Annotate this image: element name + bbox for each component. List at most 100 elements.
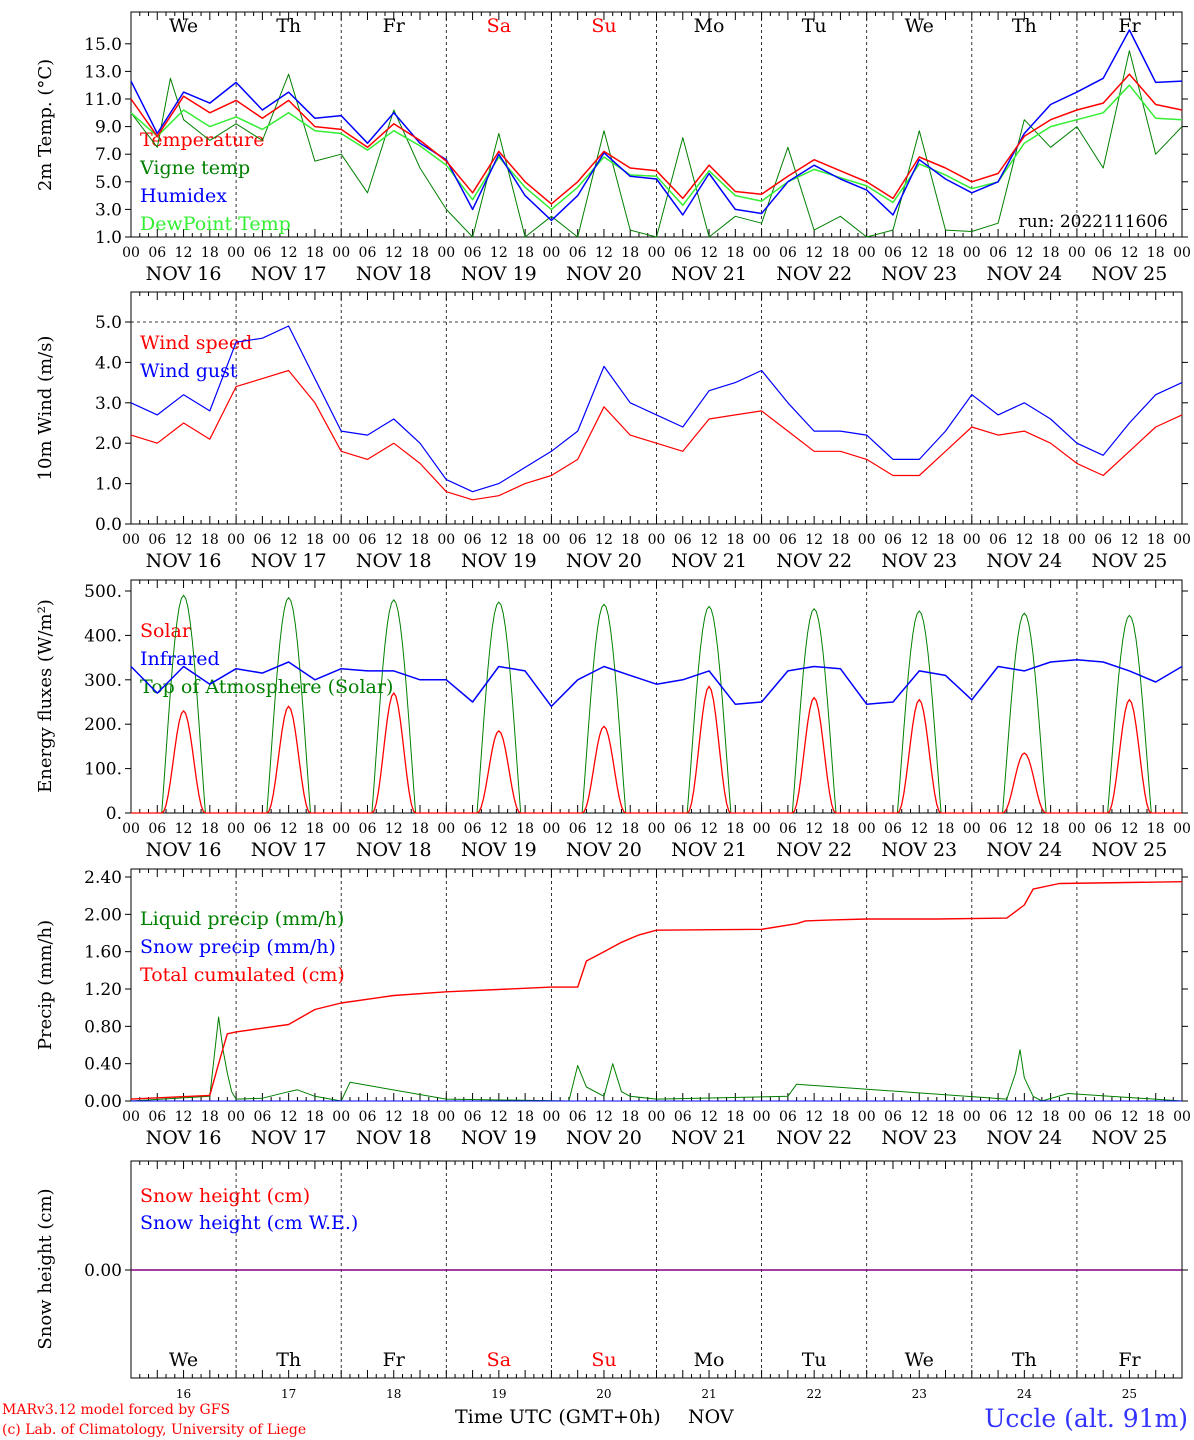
day-name-label: We <box>905 1349 934 1371</box>
wind-hour-tick-label: 06 <box>989 532 1007 548</box>
snow-day-number-label: 18 <box>386 1387 401 1401</box>
day-name-label: Th <box>1012 1349 1037 1371</box>
run-label: run: 2022111606 <box>1019 212 1168 232</box>
station-label: Uccle (alt. 91m) <box>984 1404 1188 1433</box>
temperature-hour-tick-label: 18 <box>832 245 850 261</box>
snow-day-number-label: 23 <box>912 1387 927 1401</box>
precip-hour-tick-label: 06 <box>569 1109 587 1125</box>
wind-hour-tick-label: 00 <box>753 532 771 548</box>
energy-hour-tick-label: 12 <box>595 821 613 837</box>
snow-day-number-label: 17 <box>281 1387 296 1401</box>
energy-hour-tick-label: 18 <box>726 821 744 837</box>
wind-hour-tick-label: 00 <box>963 532 981 548</box>
wind-y-tick-label: 4.0 <box>95 353 122 373</box>
day-name-label: Tu <box>802 1349 827 1371</box>
precip-hour-tick-label: 00 <box>648 1109 666 1125</box>
temperature-date-label: NOV 18 <box>356 263 432 285</box>
temperature-date-label: NOV 20 <box>566 263 642 285</box>
day-name-label: Fr <box>383 15 406 37</box>
energy-hour-tick-label: 06 <box>674 821 692 837</box>
temperature-date-label: NOV 16 <box>146 263 222 285</box>
wind-y-axis-label: 10m Wind (m/s) <box>35 336 56 481</box>
temperature-hour-tick-label: 06 <box>464 245 482 261</box>
snow-day-number-label: 25 <box>1122 1387 1137 1401</box>
day-name-label: Sa <box>487 15 511 37</box>
temperature-hour-tick-label: 06 <box>779 245 797 261</box>
temperature-hour-tick-label: 18 <box>726 245 744 261</box>
energy-date-label: NOV 21 <box>671 839 747 861</box>
day-name-label: Fr <box>1118 1349 1141 1371</box>
energy-hour-tick-label: 18 <box>832 821 850 837</box>
wind-hour-tick-label: 18 <box>411 532 429 548</box>
energy-hour-tick-label: 00 <box>1173 821 1191 837</box>
energy-date-label: NOV 24 <box>986 839 1062 861</box>
snow-y-axis-label: Snow height (cm) <box>35 1188 56 1349</box>
wind-y-tick-label: 2.0 <box>95 434 122 454</box>
temperature-hour-tick-label: 12 <box>1015 245 1033 261</box>
wind-y-tick-label: 0.0 <box>95 515 122 535</box>
temperature-hour-tick-label: 00 <box>963 245 981 261</box>
snow-y-tick-label: 0.00 <box>84 1261 122 1281</box>
temperature-hour-tick-label: 18 <box>411 245 429 261</box>
wind-hour-tick-label: 12 <box>1121 532 1139 548</box>
precip-series-total-cumulated-cm- <box>130 881 1183 1100</box>
temperature-hour-tick-label: 00 <box>227 245 245 261</box>
energy-legend-1: Infrared <box>140 648 220 670</box>
energy-hour-tick-label: 12 <box>490 821 508 837</box>
energy-y-axis-label: Energy fluxes (W/m²) <box>35 599 56 793</box>
temperature-date-label: NOV 17 <box>251 263 327 285</box>
energy-hour-tick-label: 18 <box>621 821 639 837</box>
wind-hour-tick-label: 00 <box>542 532 560 548</box>
wind-hour-tick-label: 06 <box>674 532 692 548</box>
wind-y-tick-label: 5.0 <box>95 313 122 333</box>
energy-hour-tick-label: 06 <box>989 821 1007 837</box>
wind-hour-tick-label: 18 <box>201 532 219 548</box>
temperature-date-label: NOV 24 <box>986 263 1062 285</box>
energy-y-tick-label: 100. <box>84 760 122 780</box>
temperature-hour-tick-label: 12 <box>700 245 718 261</box>
energy-hour-tick-label: 18 <box>1147 821 1165 837</box>
wind-hour-tick-label: 06 <box>569 532 587 548</box>
temperature-y-tick-label: 15.0 <box>84 35 122 55</box>
precip-hour-tick-label: 12 <box>175 1109 193 1125</box>
wind-series-wind-gust <box>130 325 1183 493</box>
precip-date-label: NOV 17 <box>251 1127 327 1149</box>
wind-hour-tick-label: 06 <box>253 532 271 548</box>
wind-date-label: NOV 24 <box>986 550 1062 572</box>
precip-hour-tick-label: 12 <box>490 1109 508 1125</box>
energy-hour-tick-label: 06 <box>359 821 377 837</box>
temperature-y-tick-label: 9.0 <box>95 118 122 138</box>
day-name-label: Fr <box>383 1349 406 1371</box>
snow-day-number-label: 24 <box>1017 1387 1033 1401</box>
temperature-hour-tick-label: 06 <box>253 245 271 261</box>
precip-date-label: NOV 24 <box>986 1127 1062 1149</box>
temperature-hour-tick-label: 12 <box>805 245 823 261</box>
precip-y-tick-label: 0.00 <box>84 1092 122 1112</box>
energy-y-tick-label: 0. <box>106 804 122 824</box>
wind-hour-tick-label: 18 <box>726 532 744 548</box>
temperature-date-label: NOV 23 <box>881 263 957 285</box>
precip-date-label: NOV 25 <box>1092 1127 1168 1149</box>
precip-hour-tick-label: 00 <box>437 1109 455 1125</box>
wind-hour-tick-label: 12 <box>280 532 298 548</box>
precip-hour-tick-label: 18 <box>201 1109 219 1125</box>
energy-hour-tick-label: 00 <box>542 821 560 837</box>
day-name-label: Th <box>1012 15 1037 37</box>
energy-hour-tick-label: 18 <box>201 821 219 837</box>
temperature-hour-tick-label: 00 <box>437 245 455 261</box>
day-name-label: Fr <box>1118 15 1141 37</box>
wind-hour-tick-label: 18 <box>306 532 324 548</box>
precip-legend-0: Liquid precip (mm/h) <box>140 908 344 930</box>
energy-hour-tick-label: 18 <box>411 821 429 837</box>
precip-hour-tick-label: 06 <box>1094 1109 1112 1125</box>
precip-legend-2: Total cumulated (cm) <box>140 964 345 986</box>
energy-hour-tick-label: 00 <box>437 821 455 837</box>
precip-date-label: NOV 16 <box>146 1127 222 1149</box>
energy-date-label: NOV 22 <box>776 839 852 861</box>
energy-legend-0: Solar <box>140 620 192 642</box>
wind-date-label: NOV 18 <box>356 550 432 572</box>
temperature-y-tick-label: 13.0 <box>84 62 122 82</box>
precip-hour-tick-label: 00 <box>227 1109 245 1125</box>
temperature-date-label: NOV 21 <box>671 263 747 285</box>
precip-hour-tick-label: 12 <box>1121 1109 1139 1125</box>
